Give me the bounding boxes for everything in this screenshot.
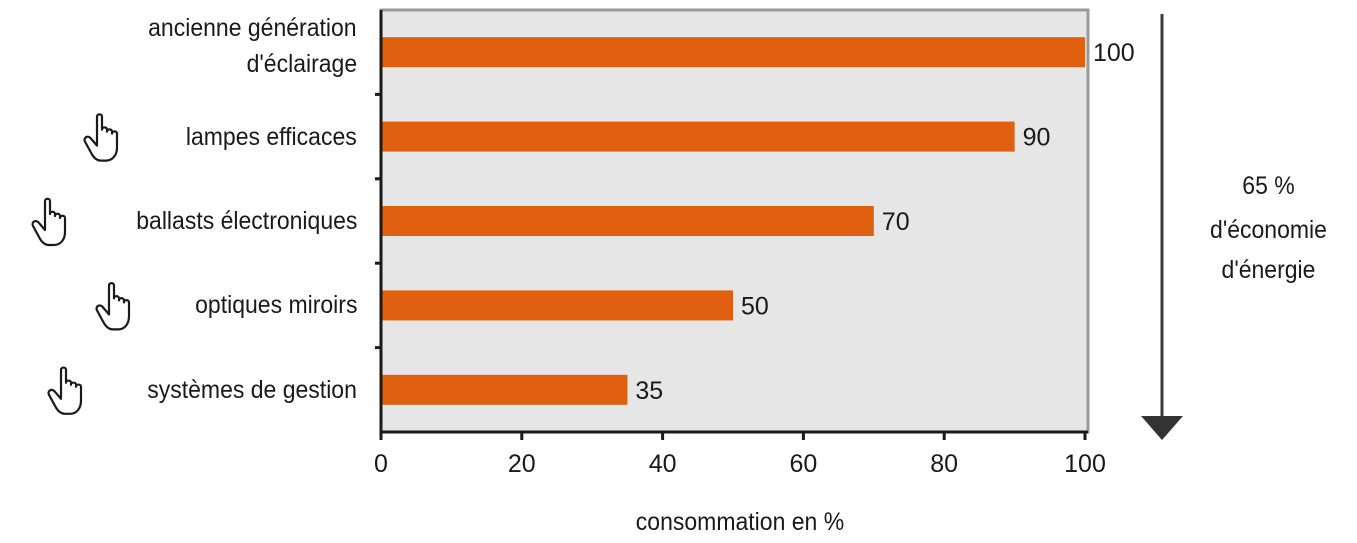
category-label-3: optiques miroirs bbox=[194, 291, 357, 320]
bar-3 bbox=[381, 290, 733, 321]
x-tick-label-4: 80 bbox=[930, 450, 958, 478]
category-label-2: ballasts électroniques bbox=[135, 207, 357, 235]
annotation-line-1: 65 % bbox=[1242, 172, 1295, 200]
annotation-line-2: d'économie bbox=[1210, 216, 1327, 244]
x-tick-label-3: 60 bbox=[789, 450, 817, 478]
hand-pointer-icon bbox=[31, 197, 67, 247]
x-tick-label-1: 20 bbox=[508, 450, 536, 478]
annotation-line-3: d'énergie bbox=[1221, 256, 1316, 284]
category-label-0-line-0: ancienne génération bbox=[148, 14, 357, 43]
data-label-3: 50 bbox=[741, 292, 769, 320]
bar-4 bbox=[381, 374, 628, 405]
bar-0 bbox=[381, 37, 1085, 68]
hand-pointer-icon bbox=[47, 366, 83, 415]
arrow-head-icon bbox=[1141, 416, 1183, 440]
bar-1 bbox=[381, 121, 1015, 152]
bar-2 bbox=[381, 206, 874, 236]
data-label-2: 70 bbox=[882, 208, 910, 236]
x-tick-label-2: 40 bbox=[649, 450, 677, 478]
data-label-1: 90 bbox=[1023, 124, 1051, 152]
data-label-4: 35 bbox=[635, 377, 663, 405]
data-label-0: 100 bbox=[1093, 39, 1135, 67]
hand-pointer-icon bbox=[83, 113, 119, 162]
x-tick-label-0: 0 bbox=[374, 450, 388, 478]
x-axis-label: consommation en % bbox=[635, 508, 845, 536]
category-label-1: lampes efficaces bbox=[186, 122, 357, 151]
hand-pointer-icon bbox=[95, 282, 131, 331]
category-label-4: systèmes de gestion bbox=[147, 375, 357, 404]
x-tick-label-5: 100 bbox=[1064, 450, 1106, 478]
category-label-0-line-1: d'éclairage bbox=[246, 50, 357, 79]
